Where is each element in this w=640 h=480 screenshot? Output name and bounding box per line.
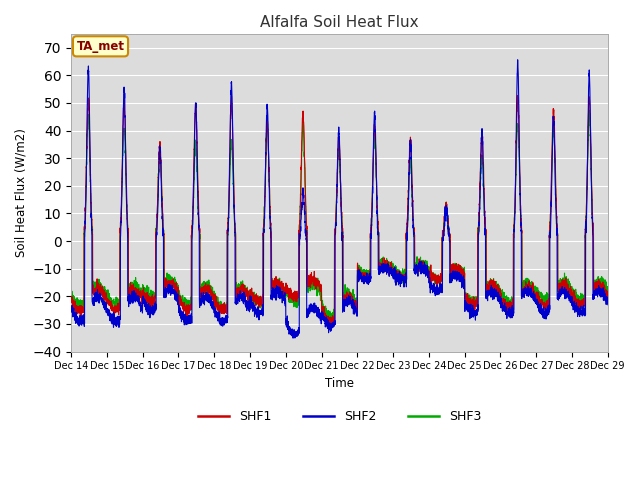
- Title: Alfalfa Soil Heat Flux: Alfalfa Soil Heat Flux: [260, 15, 419, 30]
- Y-axis label: Soil Heat Flux (W/m2): Soil Heat Flux (W/m2): [15, 128, 28, 257]
- SHF2: [319, 316, 327, 322]
- SHF3: [604, 291, 612, 297]
- SHF1: [326, 324, 334, 330]
- SHF2: [164, 288, 172, 294]
- SHF1: [67, 296, 75, 301]
- SHF3: [319, 312, 327, 317]
- X-axis label: Time: Time: [325, 377, 354, 390]
- SHF2: [604, 302, 612, 308]
- SHF3: [328, 317, 336, 323]
- SHF3: [604, 286, 611, 291]
- SHF1: [430, 277, 438, 283]
- SHF3: [430, 277, 438, 283]
- Line: SHF3: SHF3: [71, 110, 608, 320]
- SHF3: [490, 286, 498, 292]
- SHF3: [67, 294, 75, 300]
- SHF1: [460, 269, 467, 275]
- SHF2: [604, 298, 611, 304]
- SHF2: [291, 335, 299, 341]
- SHF3: [586, 108, 593, 113]
- SHF3: [460, 269, 467, 275]
- Line: SHF1: SHF1: [71, 96, 608, 327]
- Text: TA_met: TA_met: [77, 40, 125, 53]
- SHF2: [67, 306, 75, 312]
- SHF3: [164, 280, 172, 286]
- SHF2: [430, 280, 438, 286]
- SHF1: [164, 283, 172, 289]
- Legend: SHF1, SHF2, SHF3: SHF1, SHF2, SHF3: [193, 406, 486, 428]
- SHF2: [490, 296, 498, 302]
- SHF2: [460, 281, 467, 287]
- SHF1: [319, 311, 327, 317]
- SHF2: [514, 57, 522, 63]
- SHF1: [490, 282, 498, 288]
- SHF1: [604, 288, 611, 294]
- Line: SHF2: SHF2: [71, 60, 608, 338]
- SHF1: [513, 93, 521, 98]
- SHF1: [604, 293, 612, 299]
